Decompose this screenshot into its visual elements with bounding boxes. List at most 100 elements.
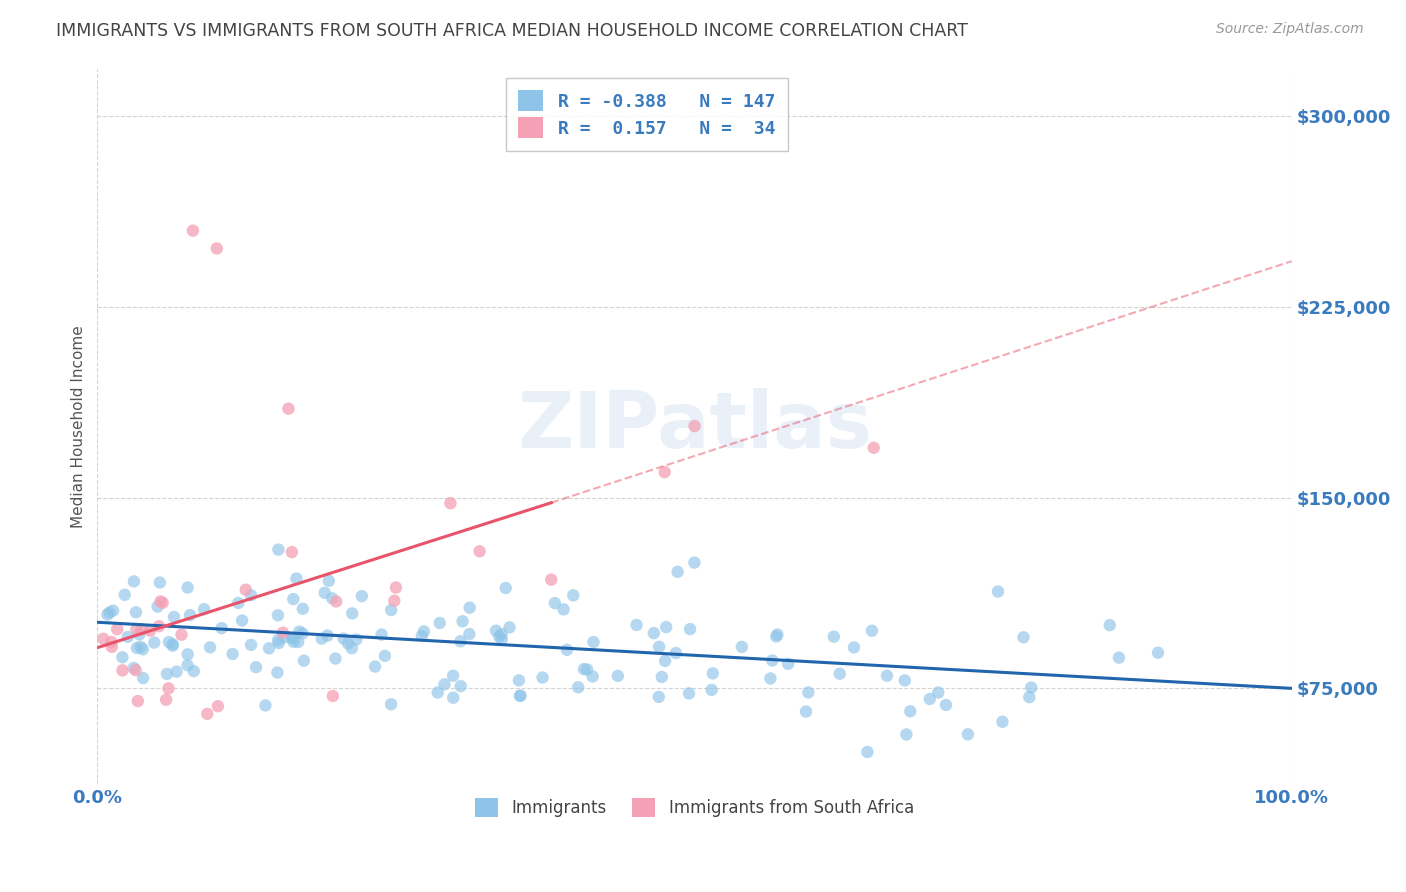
Point [683, 419, 706, 434]
Point [254, 698, 277, 713]
Point [1098, 618, 1121, 632]
Point [245, 660, 267, 674]
Point [683, 556, 706, 570]
Point [665, 646, 688, 660]
Point [291, 626, 314, 640]
Point [131, 622, 153, 636]
Point [860, 624, 883, 638]
Text: IMMIGRANTS VS IMMIGRANTS FROM SOUTH AFRICA MEDIAN HOUSEHOLD INCOME CORRELATION C: IMMIGRANTS VS IMMIGRANTS FROM SOUTH AFRI… [56, 22, 969, 40]
Point [426, 685, 449, 699]
Point [267, 608, 290, 623]
Point [340, 641, 363, 656]
Point [198, 640, 221, 655]
Point [1021, 681, 1043, 695]
Point [935, 698, 957, 712]
Point [321, 591, 343, 606]
Point [325, 651, 347, 665]
Point [127, 694, 149, 708]
Point [626, 618, 648, 632]
Point [458, 627, 481, 641]
Point [666, 565, 689, 579]
Point [155, 692, 177, 706]
Point [257, 641, 280, 656]
Point [485, 624, 508, 638]
Point [318, 574, 340, 588]
Point [273, 630, 295, 644]
Point [240, 638, 263, 652]
Point [495, 581, 517, 595]
Point [380, 698, 402, 712]
Point [651, 670, 673, 684]
Point [266, 665, 288, 680]
Point [700, 682, 723, 697]
Point [1012, 630, 1035, 644]
Point [176, 581, 198, 595]
Point [987, 584, 1010, 599]
Point [342, 607, 364, 621]
Point [283, 592, 305, 607]
Point [918, 692, 941, 706]
Point [277, 401, 299, 416]
Point [311, 632, 333, 646]
Point [157, 635, 180, 649]
Point [702, 666, 724, 681]
Point [991, 714, 1014, 729]
Point [288, 624, 311, 639]
Point [678, 686, 700, 700]
Point [458, 600, 481, 615]
Point [679, 622, 702, 636]
Point [101, 640, 124, 654]
Point [761, 654, 783, 668]
Point [1147, 646, 1170, 660]
Point [562, 588, 585, 602]
Point [823, 630, 845, 644]
Point [898, 704, 921, 718]
Point [778, 657, 800, 671]
Point [364, 659, 387, 673]
Point [267, 636, 290, 650]
Point [842, 640, 865, 655]
Point [91, 632, 114, 646]
Point [122, 661, 145, 675]
Point [166, 665, 188, 679]
Point [893, 673, 915, 688]
Point [1018, 690, 1040, 705]
Point [132, 671, 155, 685]
Point [292, 654, 315, 668]
Point [509, 689, 531, 703]
Point [267, 633, 290, 648]
Point [291, 601, 314, 615]
Legend: Immigrants, Immigrants from South Africa: Immigrants, Immigrants from South Africa [467, 789, 922, 825]
Point [797, 685, 820, 699]
Point [766, 627, 789, 641]
Point [205, 242, 228, 256]
Point [606, 669, 628, 683]
Point [731, 640, 754, 654]
Point [856, 745, 879, 759]
Point [509, 689, 531, 703]
Point [267, 542, 290, 557]
Point [498, 620, 520, 634]
Point [794, 705, 817, 719]
Point [162, 639, 184, 653]
Point [491, 627, 513, 641]
Point [441, 669, 464, 683]
Point [129, 640, 152, 654]
Point [100, 635, 122, 649]
Point [439, 496, 461, 510]
Point [125, 663, 148, 677]
Point [139, 624, 162, 638]
Point [117, 630, 139, 644]
Point [221, 647, 243, 661]
Point [468, 544, 491, 558]
Point [581, 669, 603, 683]
Point [101, 604, 124, 618]
Point [152, 596, 174, 610]
Point [181, 224, 204, 238]
Point [553, 602, 575, 616]
Point [531, 671, 554, 685]
Point [114, 588, 136, 602]
Point [567, 680, 589, 694]
Point [385, 581, 408, 595]
Point [156, 667, 179, 681]
